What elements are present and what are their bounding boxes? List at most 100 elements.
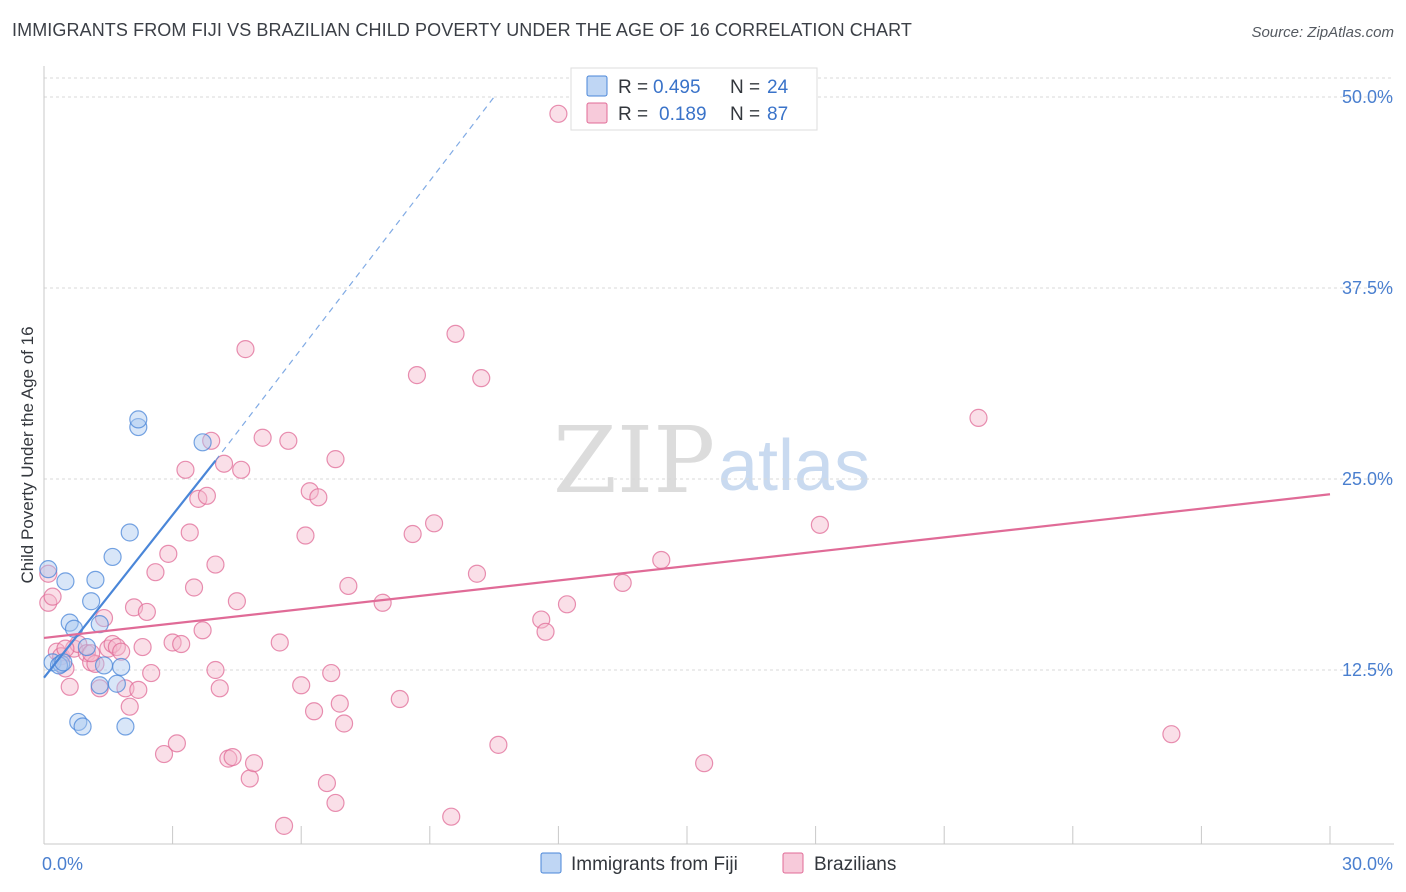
fiji-point xyxy=(129,417,148,437)
brazilian-point xyxy=(244,754,264,773)
brazilian-point xyxy=(240,769,259,788)
series-legend: Immigrants from Fiji Brazilians xyxy=(540,852,896,875)
brazilian-point xyxy=(472,369,491,388)
brazilian-point xyxy=(172,634,191,654)
legend-brazil-r-label: R = xyxy=(618,104,648,125)
brazilian-point xyxy=(1162,725,1181,744)
legend-fiji-r-value: 0.495 xyxy=(653,77,701,98)
brazilian-point xyxy=(142,663,161,683)
brazilian-point xyxy=(112,642,131,661)
brazilians-points xyxy=(39,104,1181,835)
brazilian-point xyxy=(270,633,289,652)
brazilian-point xyxy=(279,431,298,450)
brazilian-point xyxy=(60,677,79,696)
fiji-point xyxy=(82,592,101,611)
brazilian-point xyxy=(154,744,174,764)
brazilian-trend-line xyxy=(43,493,1331,640)
legend-brazil-n-value: 87 xyxy=(767,104,788,125)
fiji-point xyxy=(129,410,148,429)
fiji-point xyxy=(56,572,75,591)
brazilian-point xyxy=(403,524,422,544)
brazilian-point xyxy=(442,807,461,826)
watermark-zip: ZIP xyxy=(553,407,715,514)
brazilian-point xyxy=(613,573,632,593)
brazilian-point xyxy=(549,104,568,123)
brazilian-point xyxy=(296,526,315,545)
brazilian-point xyxy=(652,550,671,570)
brazilian-point xyxy=(326,793,345,813)
legend-fiji-n-label: N = xyxy=(730,77,760,98)
watermark-atlas: atlas xyxy=(718,426,870,506)
brazilian-point xyxy=(197,486,216,505)
brazilian-point xyxy=(223,747,242,767)
brazilian-point xyxy=(446,324,465,343)
brazilian-point xyxy=(274,816,294,835)
brazilian-point xyxy=(232,460,251,479)
brazilian-point xyxy=(184,578,204,597)
fiji-point xyxy=(193,433,212,452)
brazilian-point xyxy=(330,694,349,713)
series-legend-brazil-label: Brazilians xyxy=(814,854,896,875)
brazilian-point xyxy=(390,689,409,709)
brazilian-point xyxy=(322,663,341,683)
legend-fiji-swatch xyxy=(586,75,608,97)
fiji-point xyxy=(120,523,139,542)
brazilian-point xyxy=(969,408,988,427)
brazilian-point xyxy=(309,488,328,507)
watermark: ZIP atlas xyxy=(553,407,870,514)
brazilian-point xyxy=(210,679,229,698)
fiji-point xyxy=(39,560,58,579)
brazilian-point xyxy=(557,595,577,614)
brazilian-point xyxy=(137,602,156,622)
legend-brazil-swatch xyxy=(586,102,608,124)
brazilian-point xyxy=(43,587,62,606)
brazilian-point xyxy=(373,593,392,612)
brazilian-point xyxy=(176,460,195,479)
brazilian-point xyxy=(206,660,225,680)
brazilian-point xyxy=(129,680,148,699)
legend-box xyxy=(570,67,818,131)
series-legend-brazil-swatch xyxy=(782,852,804,874)
brazilian-point xyxy=(407,365,427,385)
brazilian-point xyxy=(227,592,246,611)
fiji-point xyxy=(107,674,126,693)
brazilian-point xyxy=(317,773,337,793)
brazilian-point xyxy=(489,735,508,754)
brazilian-point xyxy=(695,754,714,773)
fiji-point xyxy=(94,656,114,675)
x-tick-labels: 0.0% 30.0% xyxy=(42,854,1393,874)
brazilian-point xyxy=(424,514,444,533)
brazilian-point xyxy=(180,523,199,542)
brazilian-point xyxy=(159,544,178,563)
y-tick-labels: 12.5% 25.0% 37.5% 50.0% xyxy=(1342,87,1393,680)
brazilian-point xyxy=(146,563,165,582)
fiji-points xyxy=(39,410,212,736)
fiji-point xyxy=(77,637,96,657)
fiji-point xyxy=(116,717,135,736)
legend-fiji-n-value: 24 xyxy=(767,77,789,98)
fiji-point xyxy=(73,717,92,736)
fiji-point xyxy=(90,676,109,695)
fiji-point xyxy=(103,547,122,567)
fiji-point xyxy=(112,657,131,677)
y-axis-label: Child Poverty Under the Age of 16 xyxy=(18,326,37,583)
brazilian-point xyxy=(120,697,139,716)
brazilian-point xyxy=(536,622,555,641)
brazilian-point xyxy=(304,702,324,721)
brazilian-point xyxy=(236,340,255,359)
brazilian-point xyxy=(193,621,212,640)
x-tick-label: 30.0% xyxy=(1342,854,1393,874)
fiji-point xyxy=(86,570,105,589)
brazilian-point xyxy=(167,734,186,753)
gridlines xyxy=(44,77,1394,671)
legend-fiji-r-label: R = xyxy=(618,77,648,98)
x-tick-label: 0.0% xyxy=(42,854,83,874)
brazilian-point xyxy=(253,428,272,447)
fiji-trend-extension xyxy=(214,96,495,462)
legend-brazil-r-value: 0.189 xyxy=(659,104,707,125)
series-legend-fiji-label: Immigrants from Fiji xyxy=(571,854,738,875)
correlation-legend: R = 0.495 N = 24 R = 0.189 N = 87 xyxy=(570,67,818,131)
brazilian-point xyxy=(133,637,152,657)
brazilian-point xyxy=(339,576,358,596)
